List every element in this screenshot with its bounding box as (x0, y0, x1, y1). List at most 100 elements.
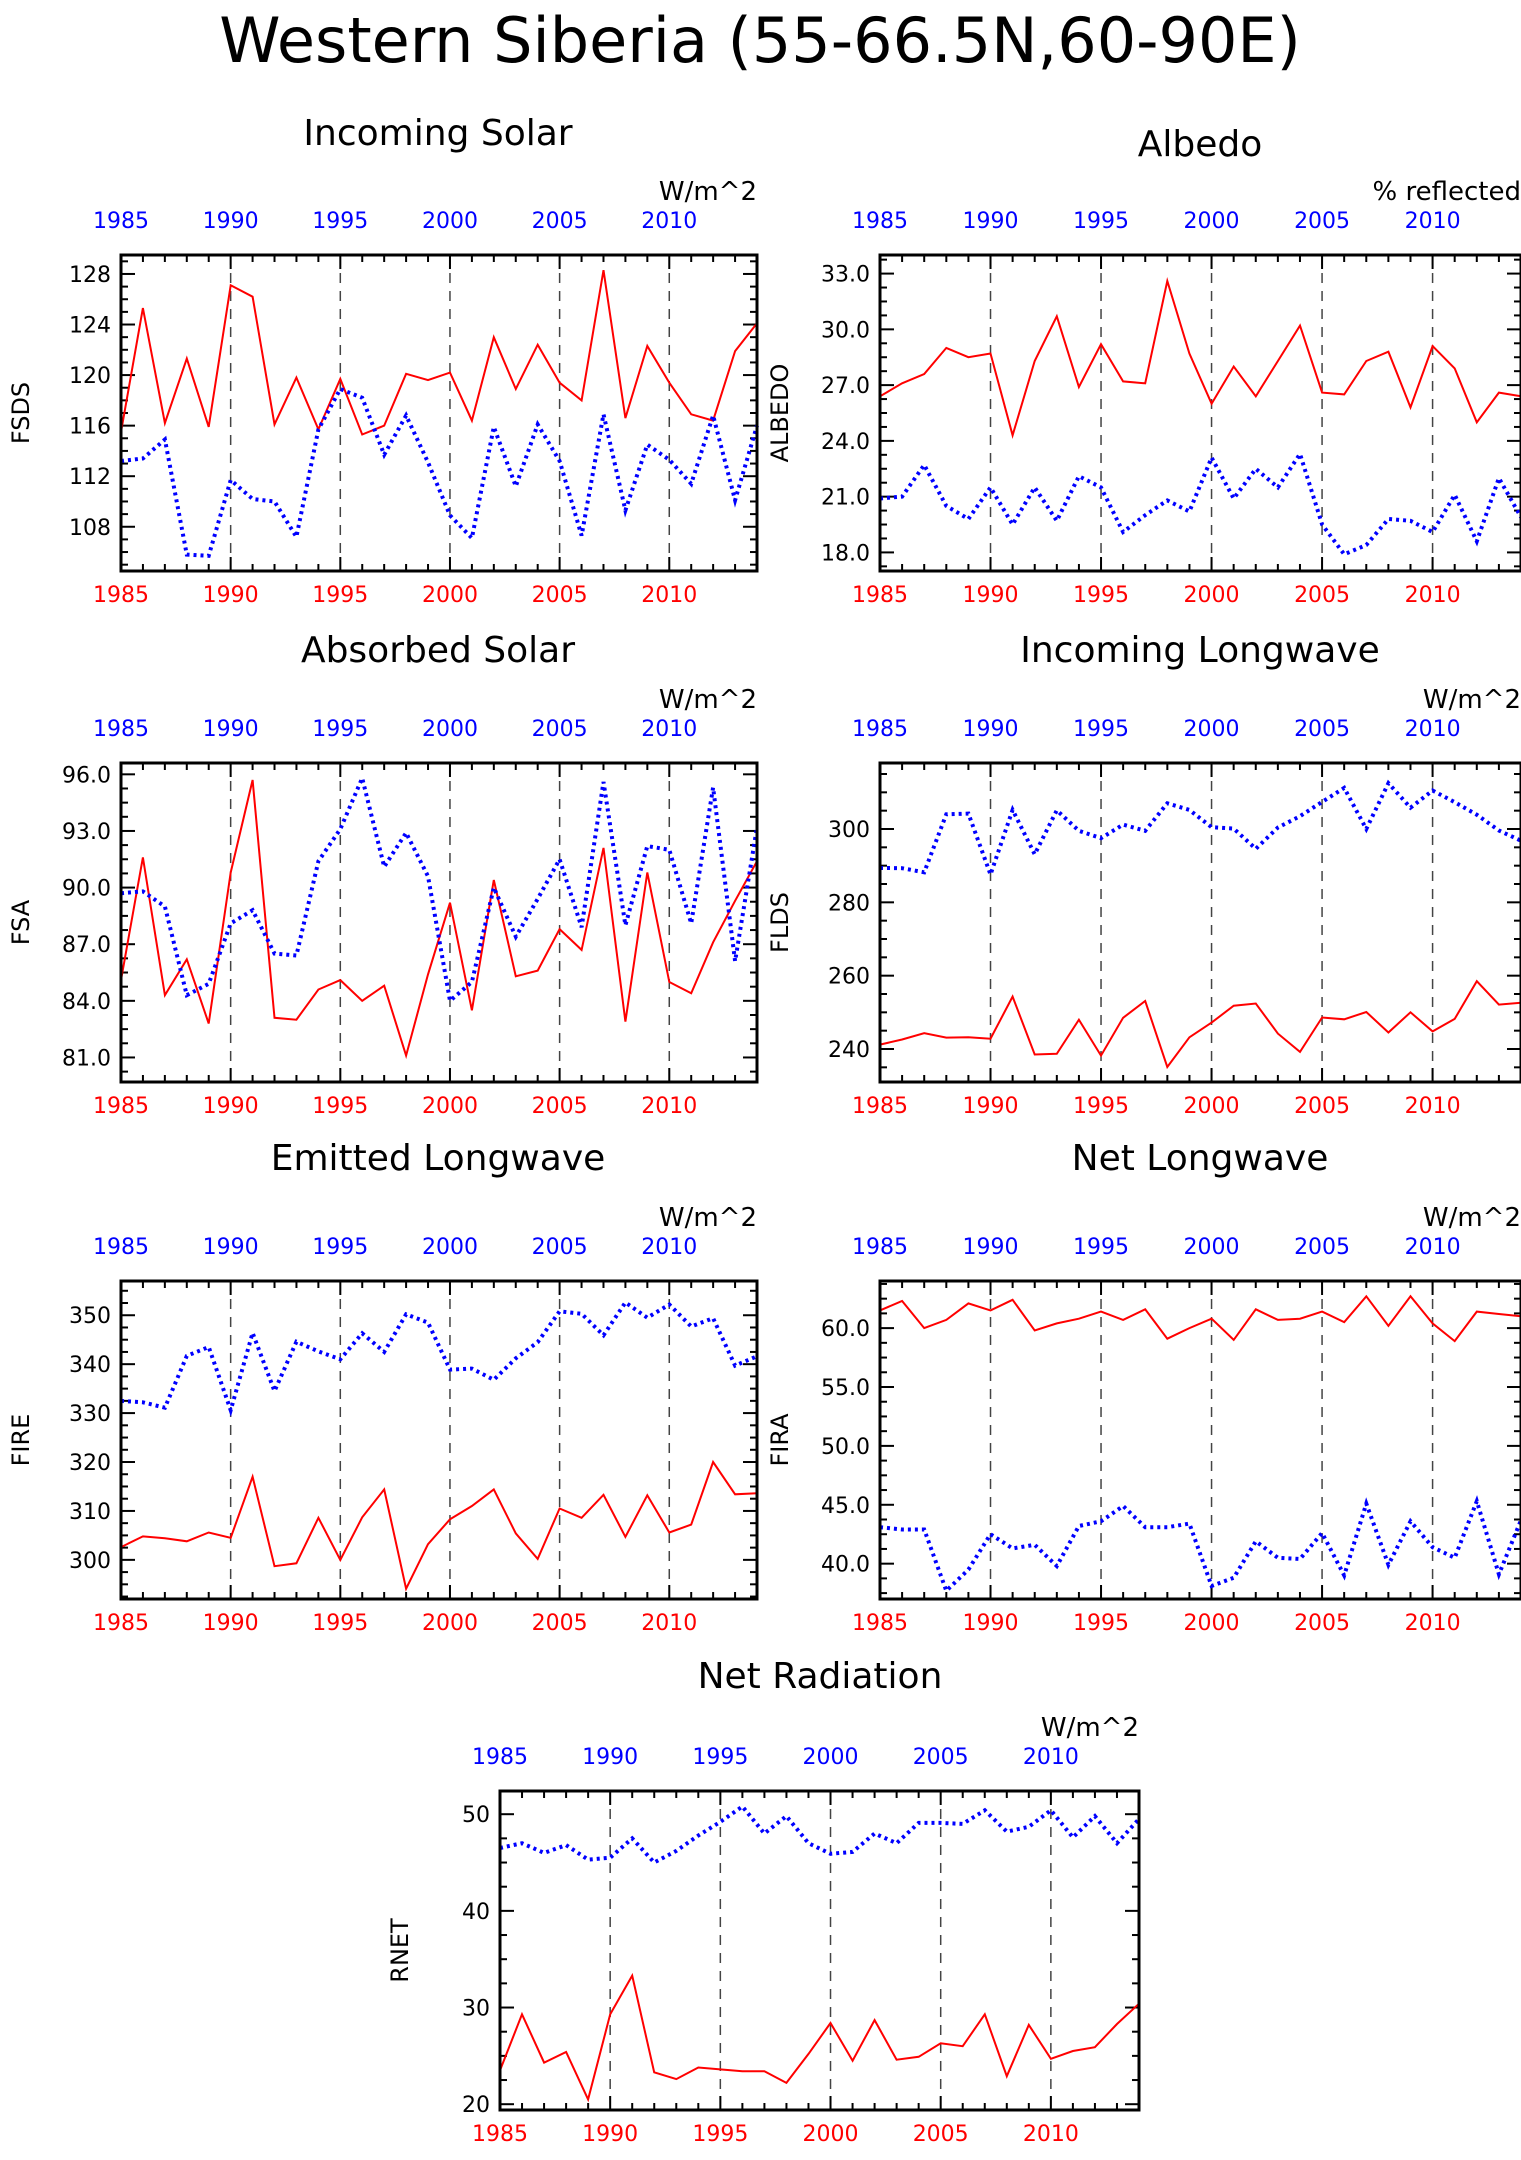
top-tick-label: 2010 (1405, 1235, 1461, 1260)
bottom-tick-label: 1985 (472, 2122, 528, 2147)
blue-series-line (120, 1299, 758, 1417)
chart-panel: Emitted Longwave W/m^2 1985 1990 1995 2000 200… (7, 1138, 759, 1636)
y-tick-label: 310 (69, 1500, 111, 1525)
chart-title: Absorbed Solar (301, 630, 575, 671)
top-tick-label: 1985 (93, 209, 149, 234)
bottom-tick-label: 1990 (963, 1611, 1019, 1636)
bottom-tick-label: 1995 (1073, 1611, 1129, 1636)
y-tick-label: 40 (462, 1900, 490, 1925)
y-tick-label: 280 (828, 891, 870, 916)
bottom-tick-label: 2010 (1023, 2122, 1079, 2147)
y-tick-label: 128 (69, 263, 111, 288)
top-tick-label: 2005 (1294, 1235, 1350, 1260)
top-tick-label: 1995 (312, 1235, 368, 1260)
bottom-tick-label: 2000 (1184, 1611, 1240, 1636)
y-tick-label: 108 (69, 516, 111, 541)
chart-units: W/m^2 (659, 685, 757, 715)
y-axis-label: FLDS (766, 892, 794, 953)
bottom-tick-label: 2010 (641, 1094, 697, 1119)
bottom-tick-label: 1990 (203, 1611, 259, 1636)
y-tick-label: 27.0 (821, 374, 870, 399)
top-tick-label: 1995 (1073, 209, 1129, 234)
y-tick-label: 340 (69, 1353, 111, 1378)
y-axis-label: ALBEDO (766, 364, 794, 463)
top-tick-label: 1985 (472, 1745, 528, 1770)
y-tick-label: 96.0 (62, 763, 111, 788)
y-tick-label: 40.0 (821, 1553, 870, 1578)
y-tick-label: 50 (462, 1803, 490, 1828)
top-tick-label: 2010 (641, 717, 697, 742)
y-tick-label: 300 (828, 818, 870, 843)
red-series-line (120, 1459, 758, 1592)
blue-series-line (879, 449, 1521, 557)
top-tick-label: 2005 (532, 717, 588, 742)
bottom-tick-label: 2010 (641, 583, 697, 608)
chart-title: Incoming Solar (303, 113, 572, 154)
y-tick-label: 124 (69, 314, 111, 339)
plot-frame (119, 761, 759, 1084)
top-tick-label: 2010 (1405, 717, 1461, 742)
bottom-tick-label: 2005 (1294, 583, 1350, 608)
chart-units: % reflected (1373, 177, 1521, 207)
red-series-line (120, 779, 758, 1060)
bottom-tick-label: 2005 (532, 583, 588, 608)
y-tick-label: 260 (828, 965, 870, 990)
top-tick-label: 2005 (532, 1235, 588, 1260)
bottom-tick-label: 1995 (312, 1611, 368, 1636)
bottom-tick-label: 2005 (532, 1611, 588, 1636)
top-tick-label: 1990 (203, 717, 259, 742)
top-tick-label: 2000 (422, 1235, 478, 1260)
chart-title: Albedo (1138, 124, 1263, 165)
blue-series-line (879, 779, 1521, 881)
plot-frame (119, 1279, 759, 1601)
top-tick-label: 2005 (532, 209, 588, 234)
chart-panel: Incoming Longwave W/m^2 1985 1990 1995 2000 20… (766, 630, 1521, 1119)
y-tick-label: 81.0 (62, 1046, 111, 1071)
blue-series-line (879, 1495, 1521, 1595)
chart-panel: Incoming Solar W/m^2 1985 1990 1995 2000 2005 2… (7, 113, 759, 608)
blue-series-line (120, 386, 759, 558)
top-tick-label: 2000 (1184, 209, 1240, 234)
plot-frame (878, 761, 1521, 1084)
red-series-line (879, 1294, 1521, 1343)
bottom-tick-label: 1985 (93, 583, 149, 608)
top-tick-label: 1990 (203, 1235, 259, 1260)
top-tick-label: 2005 (913, 1745, 969, 1770)
y-tick-label: 87.0 (62, 933, 111, 958)
bottom-tick-label: 2000 (422, 1611, 478, 1636)
bottom-tick-label: 1985 (852, 1611, 908, 1636)
y-axis-label: RNET (386, 1918, 414, 1983)
y-tick-label: 30 (462, 1997, 490, 2022)
top-tick-label: 1990 (963, 717, 1019, 742)
y-tick-label: 320 (69, 1451, 111, 1476)
top-tick-label: 2000 (422, 717, 478, 742)
bottom-tick-label: 1985 (93, 1094, 149, 1119)
top-tick-label: 2000 (422, 209, 478, 234)
top-tick-label: 1995 (692, 1745, 748, 1770)
y-tick-label: 45.0 (821, 1494, 870, 1519)
top-tick-label: 1990 (582, 1745, 638, 1770)
y-tick-label: 116 (69, 415, 111, 440)
chart-title: Incoming Longwave (1020, 630, 1380, 671)
top-tick-label: 2000 (1184, 717, 1240, 742)
bottom-tick-label: 1990 (582, 2122, 638, 2147)
y-tick-label: 50.0 (821, 1435, 870, 1460)
chart-panels: Incoming Solar W/m^2 1985 1990 1995 2000 2005 2… (7, 113, 1521, 2147)
y-tick-label: 93.0 (62, 820, 111, 845)
chart-title: Emitted Longwave (271, 1138, 606, 1179)
bottom-tick-label: 1985 (852, 1094, 908, 1119)
red-series-line (499, 1972, 1140, 2103)
y-tick-label: 84.0 (62, 990, 111, 1015)
bottom-tick-label: 2000 (803, 2122, 859, 2147)
chart-units: W/m^2 (1041, 1713, 1139, 1743)
y-tick-label: 55.0 (821, 1376, 870, 1401)
plot-frame (878, 1279, 1521, 1601)
bottom-tick-label: 1995 (1073, 1094, 1129, 1119)
y-axis-label: FIRE (7, 1414, 35, 1467)
top-tick-label: 1990 (203, 209, 259, 234)
chart-panel: Absorbed Solar W/m^2 1985 1990 1995 2000 2005 2… (7, 630, 759, 1119)
chart-panel: Net Longwave W/m^2 1985 1990 1995 2000 2005 201… (766, 1138, 1521, 1636)
red-series-line (120, 270, 758, 436)
y-axis-label: FIRA (766, 1413, 794, 1467)
top-tick-label: 2010 (1023, 1745, 1079, 1770)
